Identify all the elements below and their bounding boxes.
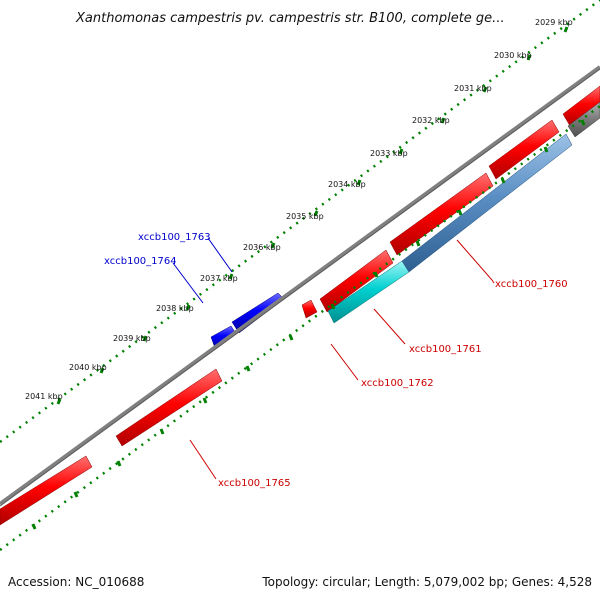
tick-label-2040: 2040 kbp xyxy=(69,363,107,372)
gene-xccb100_1760[interactable] xyxy=(401,133,573,273)
gene-xccb100_1765[interactable] xyxy=(115,368,223,447)
label-xccb100_1763[interactable]: xccb100_1763 xyxy=(138,232,211,243)
label-xccb100_1764[interactable]: xccb100_1764 xyxy=(104,256,177,267)
tick-label-2041: 2041 kbp xyxy=(25,392,63,401)
tick-label-2038: 2038 kbp xyxy=(156,304,194,313)
gene-label-leaders xyxy=(172,237,495,480)
cds-forward-1[interactable] xyxy=(319,249,394,313)
cds-forward-4[interactable] xyxy=(562,85,600,127)
genome-backbone-shade xyxy=(0,68,600,507)
label-xccb100_1762[interactable]: xccb100_1762 xyxy=(361,378,434,389)
gene-xccb100_1762[interactable] xyxy=(301,299,318,319)
map-title: Xanthomonas campestris pv. campestris st… xyxy=(75,11,505,26)
cds-forward-lower-left[interactable] xyxy=(0,455,93,526)
cds-forward-2[interactable] xyxy=(389,172,494,256)
tick-label-2037: 2037 kbp xyxy=(200,274,238,283)
genome-summary-text: Topology: circular; Length: 5,079,002 bp… xyxy=(261,575,592,589)
accession-text: Accession: NC_010688 xyxy=(8,575,144,589)
tick-ring-lower-major-ticks xyxy=(31,119,586,530)
tick-ring-upper xyxy=(0,0,600,444)
tick-label-2033: 2033 kbp xyxy=(370,149,408,158)
tick-label-2035: 2035 kbp xyxy=(286,212,324,221)
label-xccb100_1761[interactable]: xccb100_1761 xyxy=(409,344,482,355)
cds-forward-3[interactable] xyxy=(488,119,560,180)
tick-ring-lower xyxy=(0,104,600,552)
tick-label-2029: 2029 kbp xyxy=(535,18,573,27)
tick-label-2034: 2034 kbp xyxy=(328,180,366,189)
tick-label-2036: 2036 kbp xyxy=(243,243,281,252)
tick-label-2039: 2039 kbp xyxy=(113,334,151,343)
tick-label-2032: 2032 kbp xyxy=(412,116,450,125)
label-xccb100_1760[interactable]: xccb100_1760 xyxy=(495,279,568,290)
tick-ring-upper-major-ticks xyxy=(56,26,569,405)
tick-label-2031: 2031 kbp xyxy=(454,84,492,93)
genome-backbone xyxy=(0,65,600,506)
tick-label-2030: 2030 kbp xyxy=(494,51,532,60)
label-xccb100_1765[interactable]: xccb100_1765 xyxy=(218,478,291,489)
